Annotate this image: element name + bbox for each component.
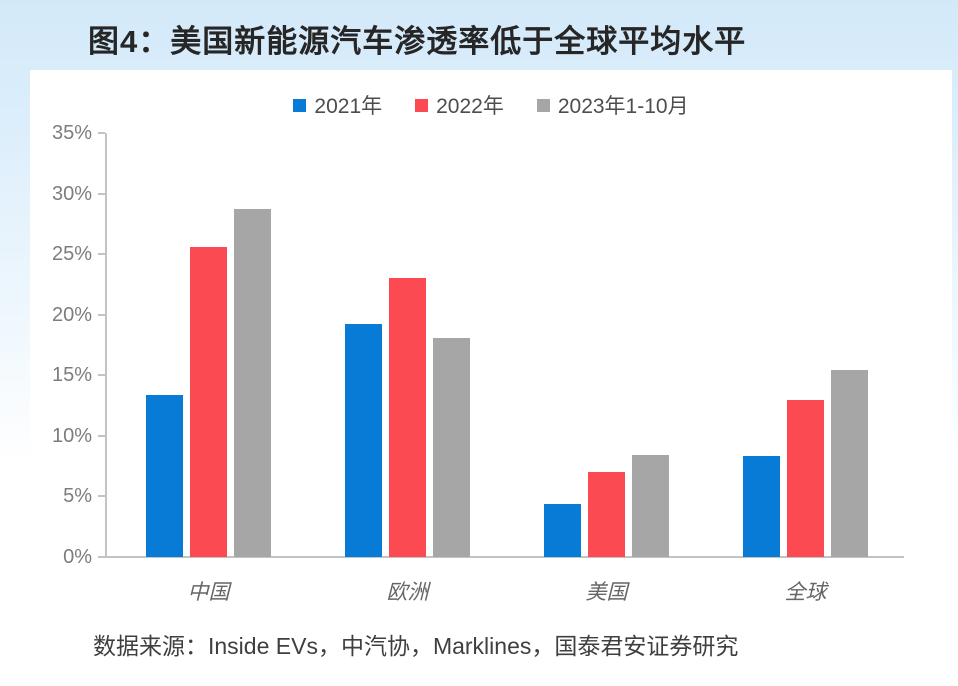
y-axis-tick-label: 10% bbox=[51, 424, 92, 447]
chart-legend: 2021年 2022年 2023年1-10月 bbox=[30, 90, 952, 120]
y-axis-tick bbox=[98, 192, 105, 195]
legend-item-2021年: 2021年 bbox=[293, 90, 382, 120]
legend-swatch-icon bbox=[293, 98, 307, 112]
legend-label: 2021年 bbox=[314, 95, 383, 118]
legend-item-2023年1-10月: 2023年1-10月 bbox=[536, 90, 689, 120]
y-axis-tick-label: 35% bbox=[51, 122, 92, 144]
bar-欧洲-2021年 bbox=[345, 324, 382, 557]
y-axis-tick-label: 5% bbox=[63, 485, 92, 508]
x-axis-category-label: 中国 bbox=[187, 580, 230, 604]
chart-panel bbox=[30, 70, 952, 686]
bar-美国-2022年 bbox=[588, 472, 625, 557]
bar-中国-2022年 bbox=[190, 247, 227, 557]
y-axis-tick-label: 0% bbox=[63, 546, 92, 568]
y-axis-tick bbox=[98, 313, 105, 316]
y-axis-tick bbox=[98, 132, 105, 134]
x-axis-category-label: 全球 bbox=[784, 580, 827, 604]
bar-全球-2021年 bbox=[743, 456, 780, 557]
bar-中国-2021年 bbox=[146, 395, 183, 557]
y-axis-tick-label: 20% bbox=[51, 303, 92, 326]
legend-swatch-icon bbox=[536, 98, 550, 112]
legend-label: 2023年1-10月 bbox=[557, 95, 689, 118]
y-axis-tick-label: 15% bbox=[51, 364, 92, 387]
bar-全球-2022年 bbox=[787, 400, 824, 557]
legend-item-2022年: 2022年 bbox=[415, 90, 504, 120]
legend-swatch-icon bbox=[415, 98, 429, 112]
y-axis-tick bbox=[98, 374, 105, 377]
y-axis-tick-label: 25% bbox=[51, 243, 92, 266]
y-axis-tick-label: 30% bbox=[51, 182, 92, 205]
bar-欧洲-2022年 bbox=[389, 278, 426, 557]
data-source-note: 数据来源：Inside EVs，中汽协，Marklines，国泰君安证券研究 bbox=[93, 633, 739, 659]
legend-label: 2022年 bbox=[436, 95, 504, 118]
bar-美国-2023年1-10月 bbox=[632, 455, 669, 557]
y-axis-tick bbox=[98, 556, 105, 558]
x-axis-line bbox=[107, 556, 904, 558]
x-axis-category-label: 美国 bbox=[585, 580, 628, 604]
bar-全球-2023年1-10月 bbox=[831, 370, 868, 557]
bar-欧洲-2023年1-10月 bbox=[433, 338, 470, 557]
y-axis-line bbox=[105, 133, 107, 558]
y-axis-tick bbox=[98, 434, 105, 437]
x-axis-category-label: 欧洲 bbox=[386, 580, 429, 604]
bar-中国-2023年1-10月 bbox=[234, 209, 271, 557]
chart-title: 图4：美国新能源汽车渗透率低于全球平均水平 bbox=[88, 24, 747, 59]
bar-美国-2021年 bbox=[544, 504, 581, 557]
y-axis-tick bbox=[98, 253, 105, 256]
y-axis-tick bbox=[98, 495, 105, 498]
